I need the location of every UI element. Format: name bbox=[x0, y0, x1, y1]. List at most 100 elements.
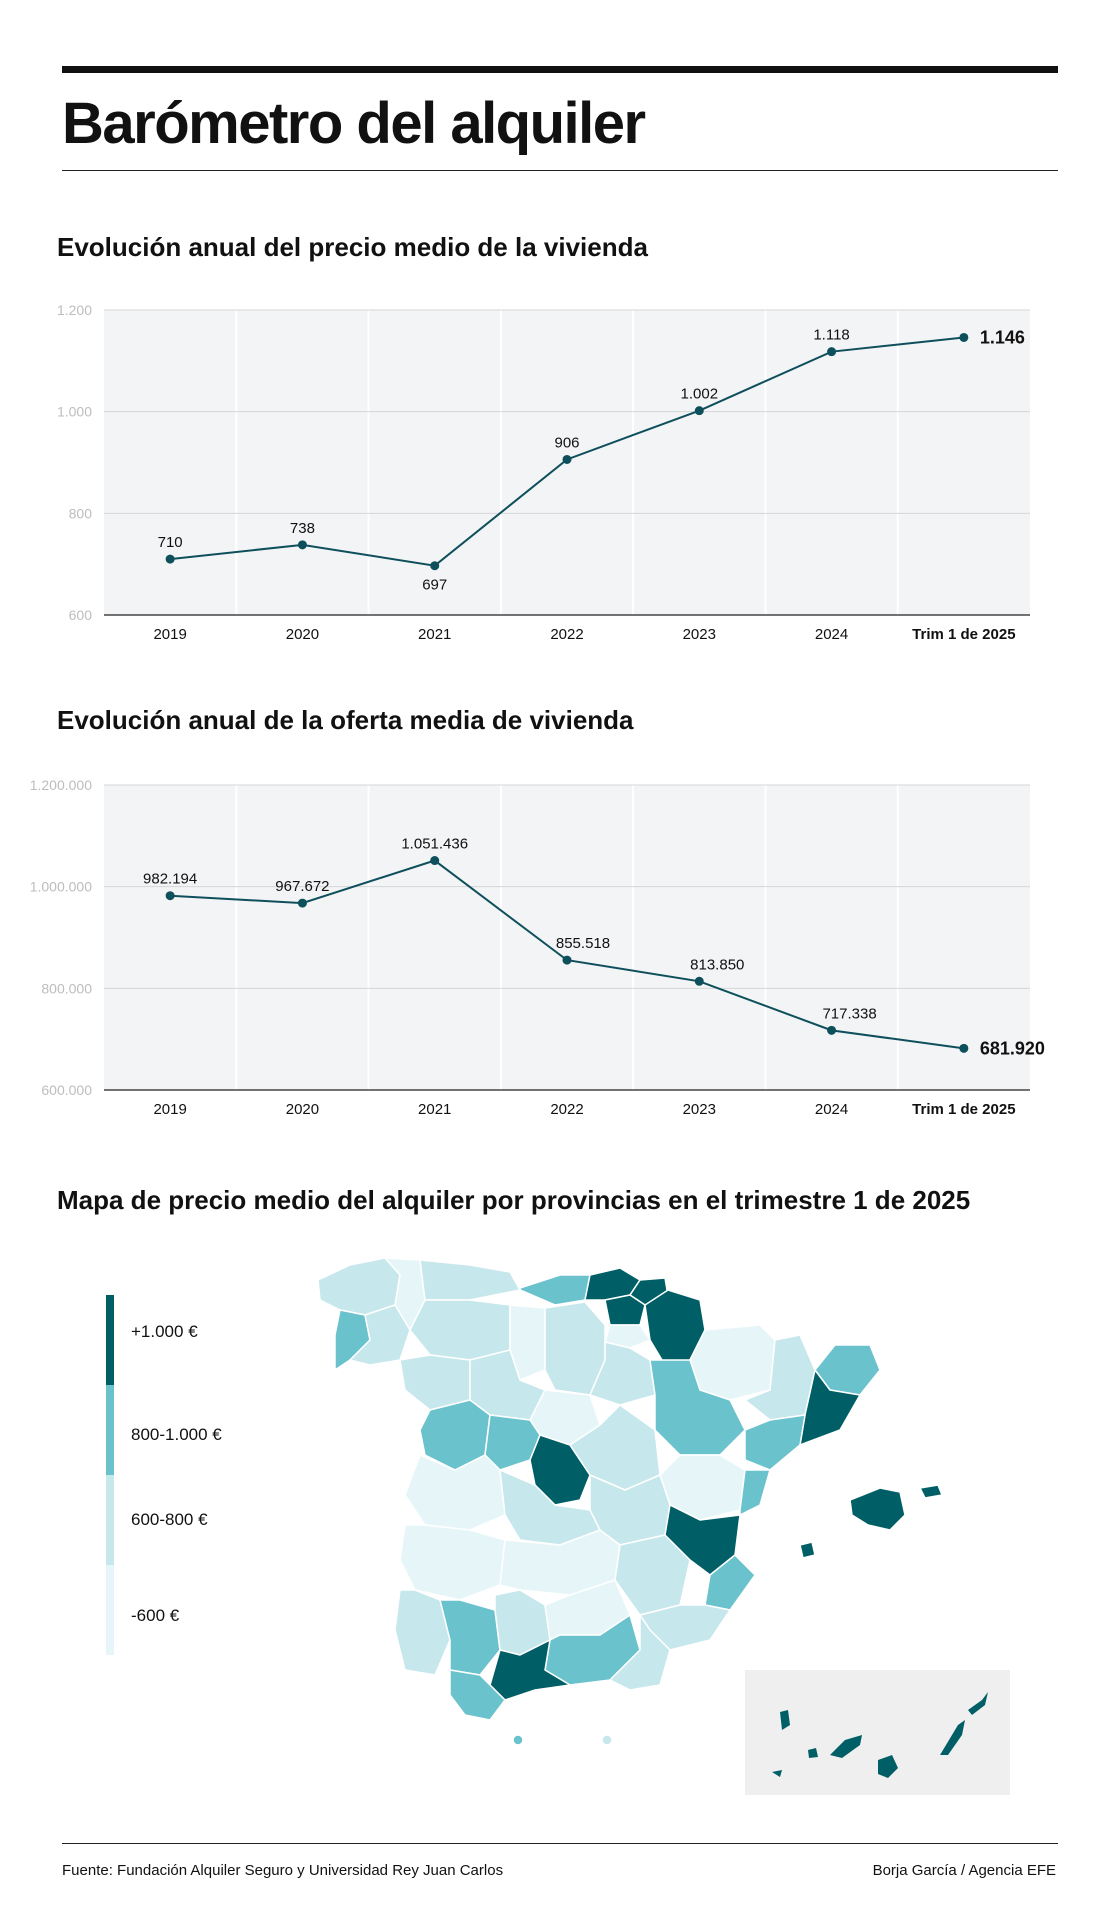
footer-rule bbox=[62, 1843, 1058, 1844]
legend-swatch-mid-high bbox=[106, 1385, 114, 1475]
data-point bbox=[562, 454, 572, 464]
province-mallorca bbox=[849, 1487, 906, 1531]
data-label: 697 bbox=[422, 577, 447, 594]
data-point bbox=[694, 976, 704, 986]
data-label: 717.338 bbox=[822, 1005, 876, 1022]
data-point bbox=[165, 554, 175, 564]
province-zaragoza bbox=[649, 1359, 746, 1456]
x-tick-label: 2020 bbox=[286, 1101, 319, 1118]
data-label: 1.051.436 bbox=[401, 836, 468, 853]
x-tick-label: Trim 1 de 2025 bbox=[912, 626, 1015, 643]
data-label: 738 bbox=[290, 520, 315, 537]
island-tenerife bbox=[830, 1735, 862, 1758]
island-lanzarote bbox=[968, 1692, 988, 1715]
data-point bbox=[297, 898, 307, 908]
data-point bbox=[959, 332, 969, 342]
province-la-rioja bbox=[604, 1324, 651, 1349]
data-label: 855.518 bbox=[556, 935, 610, 952]
y-tick-label: 600 bbox=[69, 607, 93, 623]
y-tick-label: 1.000.000 bbox=[30, 879, 92, 895]
data-label: 982.194 bbox=[143, 871, 197, 888]
x-tick-label: 2023 bbox=[683, 626, 716, 643]
legend-label-mid-low: 600-800 € bbox=[131, 1510, 208, 1529]
data-label: 967.672 bbox=[275, 878, 329, 895]
legend-swatch-high bbox=[106, 1295, 114, 1385]
data-point bbox=[827, 347, 837, 357]
island-fuerteventura bbox=[940, 1720, 965, 1755]
x-tick-label: 2023 bbox=[683, 1101, 716, 1118]
chart-2-title: Evolución anual de la oferta media de vi… bbox=[57, 705, 634, 735]
legend-swatch-low bbox=[106, 1565, 114, 1655]
province-almeria bbox=[609, 1614, 671, 1691]
island-menorca bbox=[919, 1484, 943, 1499]
data-point bbox=[827, 1025, 837, 1035]
data-label: 1.002 bbox=[681, 386, 719, 403]
province-cantabria bbox=[519, 1274, 591, 1306]
province-huesca bbox=[689, 1324, 776, 1401]
x-tick-label: 2024 bbox=[815, 1101, 848, 1118]
data-label: 1.118 bbox=[813, 327, 849, 344]
data-label: 906 bbox=[554, 434, 579, 451]
province-castellon bbox=[739, 1469, 771, 1516]
island-la-palma bbox=[780, 1710, 790, 1730]
province-tarragona bbox=[744, 1414, 806, 1471]
y-tick-label: 1.000 bbox=[57, 404, 92, 420]
y-tick-label: 1.200 bbox=[57, 302, 92, 318]
data-point bbox=[562, 955, 572, 965]
x-tick-label: 2019 bbox=[153, 626, 186, 643]
province-cadiz bbox=[449, 1669, 506, 1721]
province-zamora bbox=[399, 1354, 471, 1411]
data-point bbox=[165, 891, 175, 901]
data-point bbox=[959, 1043, 969, 1053]
province-alava bbox=[604, 1294, 646, 1326]
legend-label-low: -600 € bbox=[131, 1606, 180, 1625]
canary-islands-inset bbox=[745, 1670, 1010, 1795]
offer-line-chart: 600.000 800.000 1.000.000 1.200.000 2019 2020… bbox=[30, 777, 1045, 1118]
province-sevilla bbox=[439, 1599, 501, 1676]
province-a-coruna bbox=[317, 1257, 401, 1316]
data-label: 710 bbox=[158, 534, 183, 551]
data-label: 681.920 bbox=[980, 1038, 1045, 1058]
spain-province-map bbox=[317, 1257, 1010, 1795]
x-tick-label: 2022 bbox=[550, 626, 583, 643]
title-rule bbox=[62, 170, 1058, 171]
legend-swatch-mid-low bbox=[106, 1475, 114, 1565]
island-la-gomera bbox=[808, 1748, 818, 1758]
page-title: Barómetro del alquiler bbox=[62, 91, 646, 156]
x-tick-label: 2021 bbox=[418, 626, 451, 643]
x-tick-label: 2024 bbox=[815, 626, 848, 643]
canary-islands bbox=[772, 1692, 988, 1778]
island-ibiza bbox=[799, 1541, 816, 1559]
y-tick-label: 800.000 bbox=[41, 980, 92, 996]
island-gran-canaria bbox=[878, 1755, 898, 1778]
source-note: Fuente: Fundación Alquiler Seguro y Univ… bbox=[62, 1862, 504, 1879]
y-tick-label: 800 bbox=[69, 505, 93, 521]
legend-label-mid-high: 800-1.000 € bbox=[131, 1425, 222, 1444]
city-ceuta bbox=[512, 1734, 524, 1746]
province-alicante bbox=[704, 1554, 756, 1611]
province-leon bbox=[409, 1299, 511, 1361]
map-title: Mapa de precio medio del alquiler por pr… bbox=[57, 1185, 971, 1215]
province-huelva bbox=[394, 1589, 451, 1676]
legend-label-high: +1.000 € bbox=[131, 1322, 198, 1341]
data-label: 1.146 bbox=[980, 327, 1025, 347]
province-ourense bbox=[349, 1304, 411, 1366]
x-tick-label: 2019 bbox=[153, 1101, 186, 1118]
data-point bbox=[297, 540, 307, 550]
y-tick-label: 1.200.000 bbox=[30, 777, 92, 793]
chart-1-title: Evolución anual del precio medio de la v… bbox=[57, 232, 648, 262]
data-point bbox=[694, 406, 704, 416]
x-tick-label: 2022 bbox=[550, 1101, 583, 1118]
y-tick-label: 600.000 bbox=[41, 1082, 92, 1098]
plot-area bbox=[104, 785, 1030, 1090]
province-palencia bbox=[509, 1304, 546, 1381]
x-tick-label: Trim 1 de 2025 bbox=[912, 1101, 1015, 1118]
x-tick-label: 2021 bbox=[418, 1101, 451, 1118]
province-soria bbox=[589, 1341, 656, 1406]
price-line-chart: 600 800 1.000 1.200 2019 2020 2021 2022 2023 2024… bbox=[57, 302, 1030, 643]
data-point bbox=[430, 856, 440, 866]
credit-note: Borja García / Agencia EFE bbox=[872, 1862, 1056, 1879]
data-label: 813.850 bbox=[690, 956, 744, 973]
province-asturias bbox=[419, 1259, 521, 1301]
province-badajoz bbox=[399, 1524, 506, 1601]
